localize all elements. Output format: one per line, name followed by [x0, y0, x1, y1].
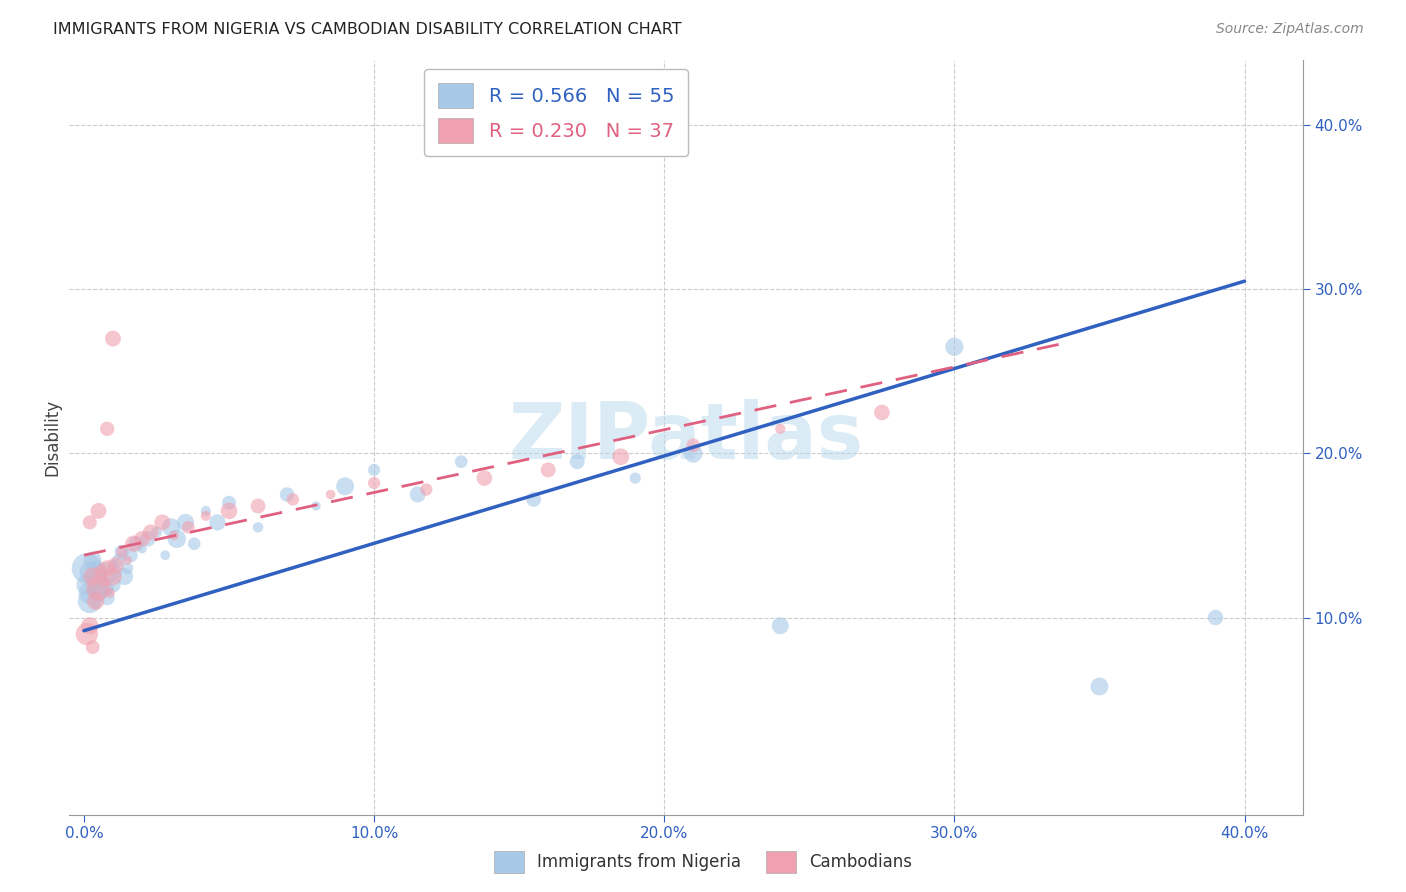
Point	[160, 520, 183, 534]
Text: IMMIGRANTS FROM NIGERIA VS CAMBODIAN DISABILITY CORRELATION CHART: IMMIGRANTS FROM NIGERIA VS CAMBODIAN DIS…	[53, 22, 682, 37]
Point	[114, 569, 136, 583]
Point	[139, 525, 162, 540]
Point	[90, 565, 112, 579]
Point	[682, 446, 704, 460]
Point	[218, 496, 240, 510]
Point	[145, 525, 167, 540]
Point	[136, 532, 159, 546]
Point	[247, 520, 270, 534]
Point	[363, 475, 385, 490]
Point	[98, 586, 121, 600]
Point	[122, 537, 145, 551]
Point	[101, 569, 124, 583]
Point	[682, 438, 704, 452]
Point	[624, 471, 647, 485]
Point	[163, 528, 186, 542]
Point	[79, 516, 101, 530]
Point	[363, 463, 385, 477]
Point	[943, 340, 966, 354]
Point	[101, 558, 124, 572]
Legend: Immigrants from Nigeria, Cambodians: Immigrants from Nigeria, Cambodians	[486, 845, 920, 880]
Legend: R = 0.566   N = 55, R = 0.230   N = 37: R = 0.566 N = 55, R = 0.230 N = 37	[425, 70, 688, 156]
Point	[79, 619, 101, 633]
Point	[1205, 610, 1227, 624]
Point	[567, 455, 589, 469]
Point	[472, 471, 495, 485]
Point	[183, 537, 205, 551]
Point	[150, 516, 173, 530]
Point	[98, 569, 121, 583]
Point	[79, 565, 101, 579]
Point	[84, 594, 107, 608]
Point	[870, 405, 893, 419]
Point	[406, 487, 429, 501]
Point	[96, 581, 118, 595]
Point	[523, 492, 546, 507]
Point	[450, 455, 472, 469]
Text: ZIPatlas: ZIPatlas	[509, 399, 863, 475]
Point	[104, 558, 127, 572]
Point	[93, 574, 115, 589]
Point	[84, 574, 107, 589]
Point	[104, 565, 127, 579]
Point	[82, 640, 104, 654]
Point	[117, 561, 139, 575]
Point	[90, 578, 112, 592]
Text: Source: ZipAtlas.com: Source: ZipAtlas.com	[1216, 22, 1364, 37]
Point	[76, 578, 98, 592]
Point	[76, 561, 98, 575]
Y-axis label: Disability: Disability	[44, 399, 60, 475]
Point	[117, 553, 139, 567]
Point	[174, 516, 197, 530]
Point	[609, 450, 631, 464]
Point	[305, 499, 328, 513]
Point	[87, 569, 110, 583]
Point	[82, 581, 104, 595]
Point	[79, 594, 101, 608]
Point	[194, 508, 217, 523]
Point	[194, 504, 217, 518]
Point	[84, 598, 107, 612]
Point	[537, 463, 560, 477]
Point	[111, 545, 134, 559]
Point	[333, 479, 356, 493]
Point	[93, 561, 115, 575]
Point	[101, 332, 124, 346]
Point	[177, 520, 200, 534]
Point	[281, 492, 304, 507]
Point	[415, 483, 437, 497]
Point	[207, 516, 229, 530]
Point	[319, 487, 342, 501]
Point	[96, 591, 118, 605]
Point	[1088, 680, 1111, 694]
Point	[131, 532, 153, 546]
Point	[87, 504, 110, 518]
Point	[166, 532, 188, 546]
Point	[107, 553, 129, 567]
Point	[93, 584, 115, 599]
Point	[131, 541, 153, 556]
Point	[76, 627, 98, 641]
Point	[218, 504, 240, 518]
Point	[101, 578, 124, 592]
Point	[82, 569, 104, 583]
Point	[82, 569, 104, 583]
Point	[87, 586, 110, 600]
Point	[125, 537, 148, 551]
Point	[769, 619, 792, 633]
Point	[111, 545, 134, 559]
Point	[84, 561, 107, 575]
Point	[87, 581, 110, 595]
Point	[82, 553, 104, 567]
Point	[769, 422, 792, 436]
Point	[79, 586, 101, 600]
Point	[247, 499, 270, 513]
Point	[153, 548, 176, 562]
Point	[96, 561, 118, 575]
Point	[90, 565, 112, 579]
Point	[96, 422, 118, 436]
Point	[120, 548, 142, 562]
Point	[276, 487, 298, 501]
